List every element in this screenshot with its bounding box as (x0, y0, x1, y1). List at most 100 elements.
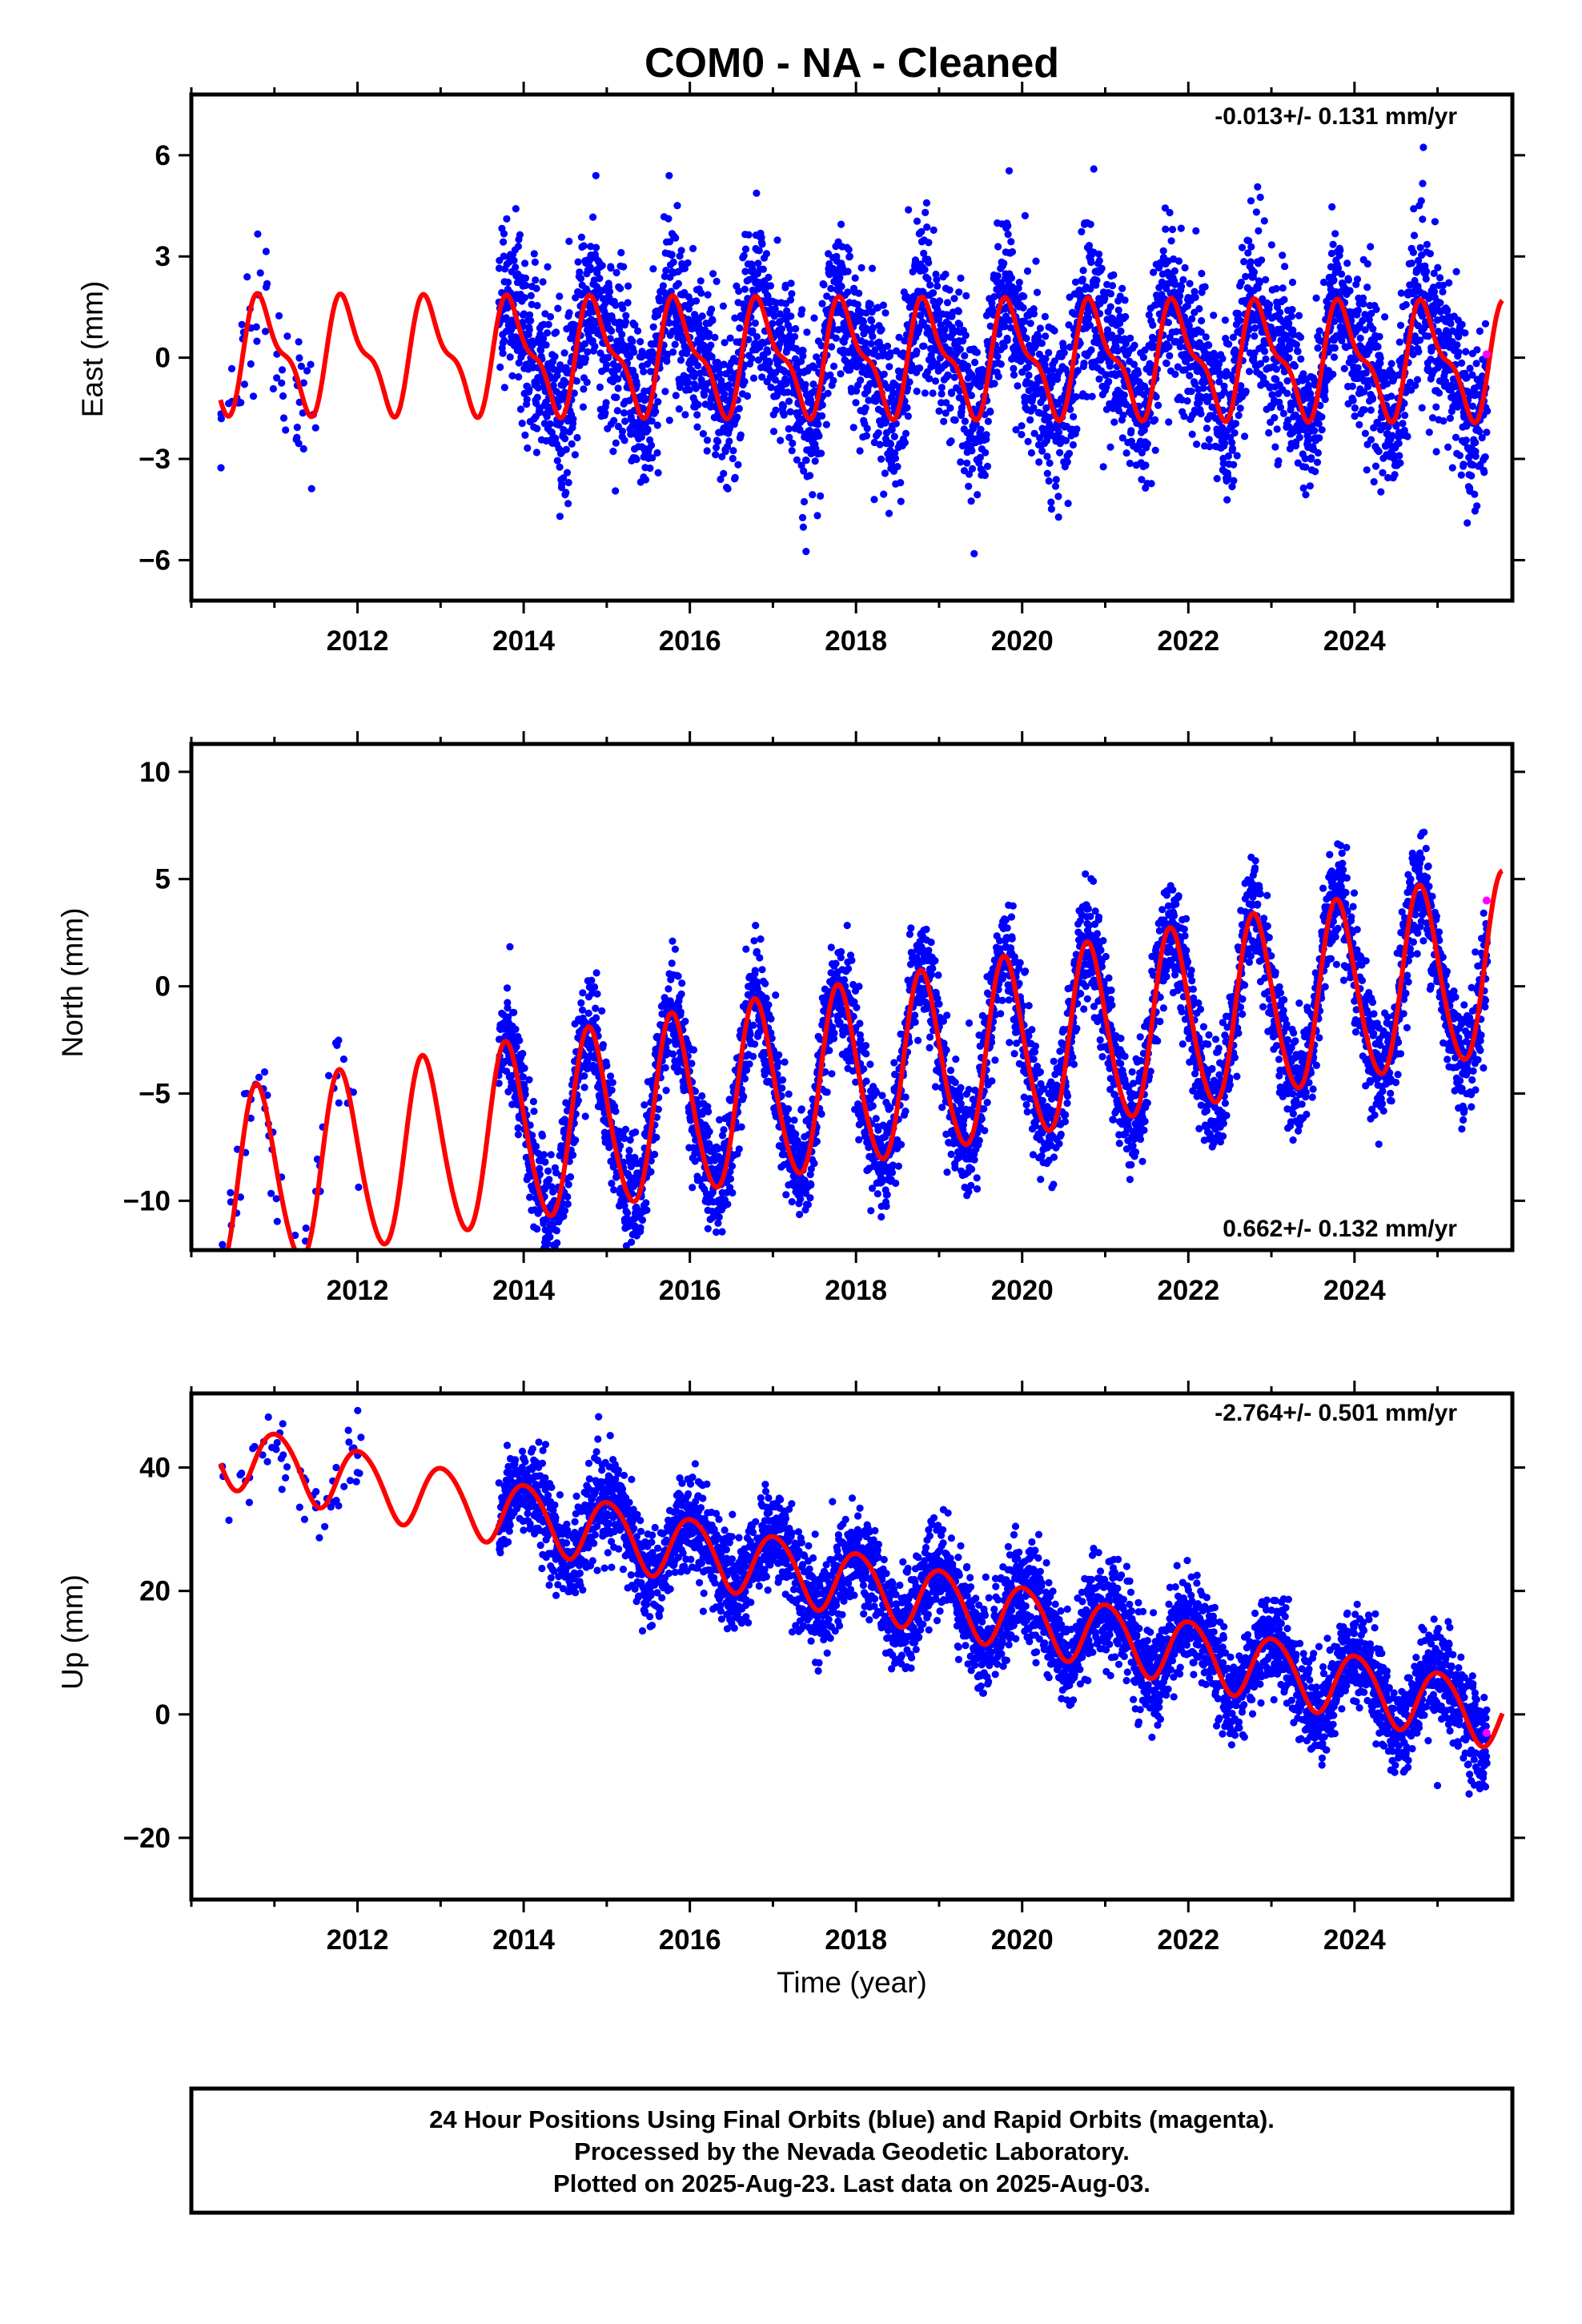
east-data-point (1436, 274, 1444, 282)
east-data-point (577, 233, 586, 241)
east-data-point (606, 287, 614, 296)
east-data-point (885, 509, 893, 517)
east-xtick-label: 2016 (659, 625, 721, 657)
east-data-point (562, 445, 570, 453)
east-data-point (630, 348, 638, 356)
east-data-point (713, 277, 721, 285)
east-data-point (1483, 428, 1491, 436)
east-data-point (729, 447, 737, 455)
east-data-point (1025, 371, 1033, 380)
east-data-point (619, 304, 627, 312)
east-data-point (1285, 320, 1293, 328)
east-data-point (1223, 496, 1231, 504)
east-data-point (788, 290, 796, 298)
east-data-point (1330, 276, 1338, 284)
north-data-point (603, 1062, 611, 1070)
east-data-point (962, 332, 970, 340)
east-data-point (1481, 320, 1490, 328)
east-data-point (1186, 372, 1194, 380)
east-data-point (994, 243, 1002, 251)
east-data-point (518, 420, 526, 428)
east-data-point (709, 270, 717, 278)
east-data-point (751, 319, 760, 328)
north-data-point (516, 1036, 524, 1044)
east-data-point (669, 348, 677, 356)
east-data-point (1445, 279, 1453, 287)
east-data-point (1090, 165, 1098, 173)
east-data-point (712, 451, 720, 459)
east-data-point (1329, 240, 1337, 248)
east-data-point (1279, 409, 1287, 417)
north-data-point (514, 1124, 522, 1132)
east-data-point (554, 304, 562, 312)
east-data-point (933, 275, 941, 283)
east-data-point (1247, 258, 1255, 266)
east-data-point (1374, 343, 1382, 351)
east-data-point (994, 352, 1002, 360)
east-data-point (938, 390, 946, 398)
east-data-point (1069, 440, 1077, 449)
east-data-point (1299, 484, 1307, 493)
east-data-point (1307, 390, 1315, 398)
east-data-point (1225, 340, 1233, 348)
east-data-point (857, 376, 865, 384)
east-data-point (1346, 287, 1354, 295)
east-data-point (1114, 306, 1122, 314)
east-data-point (1024, 437, 1032, 446)
east-data-point (1287, 312, 1295, 320)
east-data-point (817, 492, 825, 501)
east-data-point (1272, 365, 1280, 373)
east-data-point (736, 324, 744, 332)
east-data-point (1251, 332, 1259, 340)
east-data-point (787, 312, 795, 320)
east-data-point (297, 362, 305, 370)
east-data-point (1402, 300, 1410, 309)
east-data-point (681, 411, 689, 419)
east-data-point (1265, 428, 1273, 437)
east-data-point (1280, 296, 1288, 304)
east-data-point (282, 426, 290, 434)
east-data-point (1041, 312, 1049, 320)
east-data-point (769, 428, 778, 436)
east-data-point (791, 332, 799, 340)
east-data-point (665, 416, 673, 424)
east-data-point (1250, 268, 1259, 276)
east-data-point (766, 282, 775, 290)
east-data-point (765, 273, 773, 281)
east-data-point (694, 362, 702, 370)
east-data-point (868, 264, 877, 272)
east-data-point (1279, 251, 1287, 259)
east-data-point (828, 343, 836, 351)
east-data-point (729, 455, 737, 463)
east-data-point (684, 259, 692, 267)
east-data-point (1272, 284, 1280, 293)
north-data-point (533, 1225, 541, 1233)
east-data-point (549, 381, 557, 389)
east-data-point (967, 497, 975, 505)
east-data-point (863, 424, 871, 432)
east-data-point (904, 412, 912, 420)
east-data-point (1256, 193, 1264, 201)
north-data-point (552, 1227, 561, 1235)
north-data-point (314, 1252, 321, 1260)
east-data-point (1065, 449, 1074, 457)
east-data-point (1110, 418, 1118, 426)
north-data-point (506, 943, 514, 951)
east-data-point (1403, 432, 1411, 440)
east-data-point (773, 236, 781, 244)
east-data-point (661, 388, 669, 396)
east-data-point (820, 280, 828, 289)
east-data-point (1283, 377, 1291, 385)
east-data-point (957, 458, 965, 466)
north-data-point (545, 1176, 553, 1184)
east-data-point (1367, 406, 1375, 414)
east-data-point (764, 348, 772, 356)
east-data-point (948, 389, 956, 397)
east-data-point (745, 231, 753, 239)
east-data-point (576, 275, 585, 283)
east-data-point (564, 479, 572, 487)
east-data-point (963, 459, 971, 467)
east-data-point (673, 202, 681, 210)
east-data-point (665, 215, 673, 223)
